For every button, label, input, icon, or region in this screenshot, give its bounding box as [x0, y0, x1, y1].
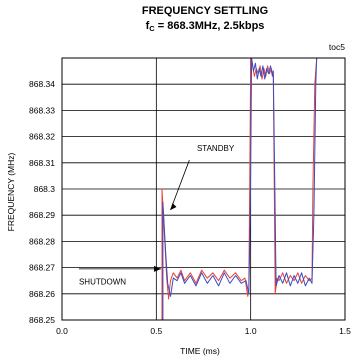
x-tick-label: 0.5 [150, 326, 162, 336]
chart-title: FREQUENCY SETTLING [142, 5, 268, 17]
x-tick-label: 1.0 [245, 326, 257, 336]
y-tick-label: 868.31 [29, 158, 55, 168]
annotation-shutdown: SHUTDOWN [79, 278, 126, 287]
y-tick-label: 868.27 [29, 263, 55, 273]
y-tick-labels: 868.25 868.26 868.27 868.28 868.29 868.3 868.3… [29, 79, 55, 325]
y-tick-label: 868.26 [29, 289, 55, 299]
y-tick-label: 868.29 [29, 210, 55, 220]
y-tick-label: 868.28 [29, 236, 55, 246]
annotations: STANDBY SHUTDOWN [78, 144, 235, 287]
shutdown-arrow-head [154, 265, 162, 272]
standby-arrow-line [170, 160, 190, 211]
subtitle-rest: = 868.3MHz, 2.5kbps [155, 20, 265, 32]
x-tick-label: 0.0 [56, 326, 68, 336]
series-line-1 [62, 57, 318, 321]
standby-arrow-head [170, 202, 177, 210]
y-axis-label: FREQUENCY (MHz) [6, 152, 16, 231]
corner-tag: toc5 [329, 42, 345, 52]
y-tick-label: 868.34 [29, 79, 55, 89]
y-tick-label: 868.32 [29, 132, 55, 142]
y-tick-label: 868.33 [29, 105, 55, 115]
series-layer [62, 57, 318, 321]
x-tick-label: 1.5 [339, 326, 351, 336]
plot-frame [61, 57, 346, 321]
x-axis-label: TIME (ms) [180, 346, 220, 356]
chart-subtitle: fC = 868.3MHz, 2.5kbps [146, 20, 265, 33]
annotation-standby: STANDBY [197, 144, 235, 153]
subtitle-prefix: f [146, 20, 150, 32]
y-tick-label: 868.3 [34, 184, 56, 194]
subtitle-subscript: C [149, 24, 155, 33]
y-tick-label: 868.25 [29, 315, 55, 325]
x-tick-labels: 0.0 0.5 1.0 1.5 [56, 326, 351, 336]
